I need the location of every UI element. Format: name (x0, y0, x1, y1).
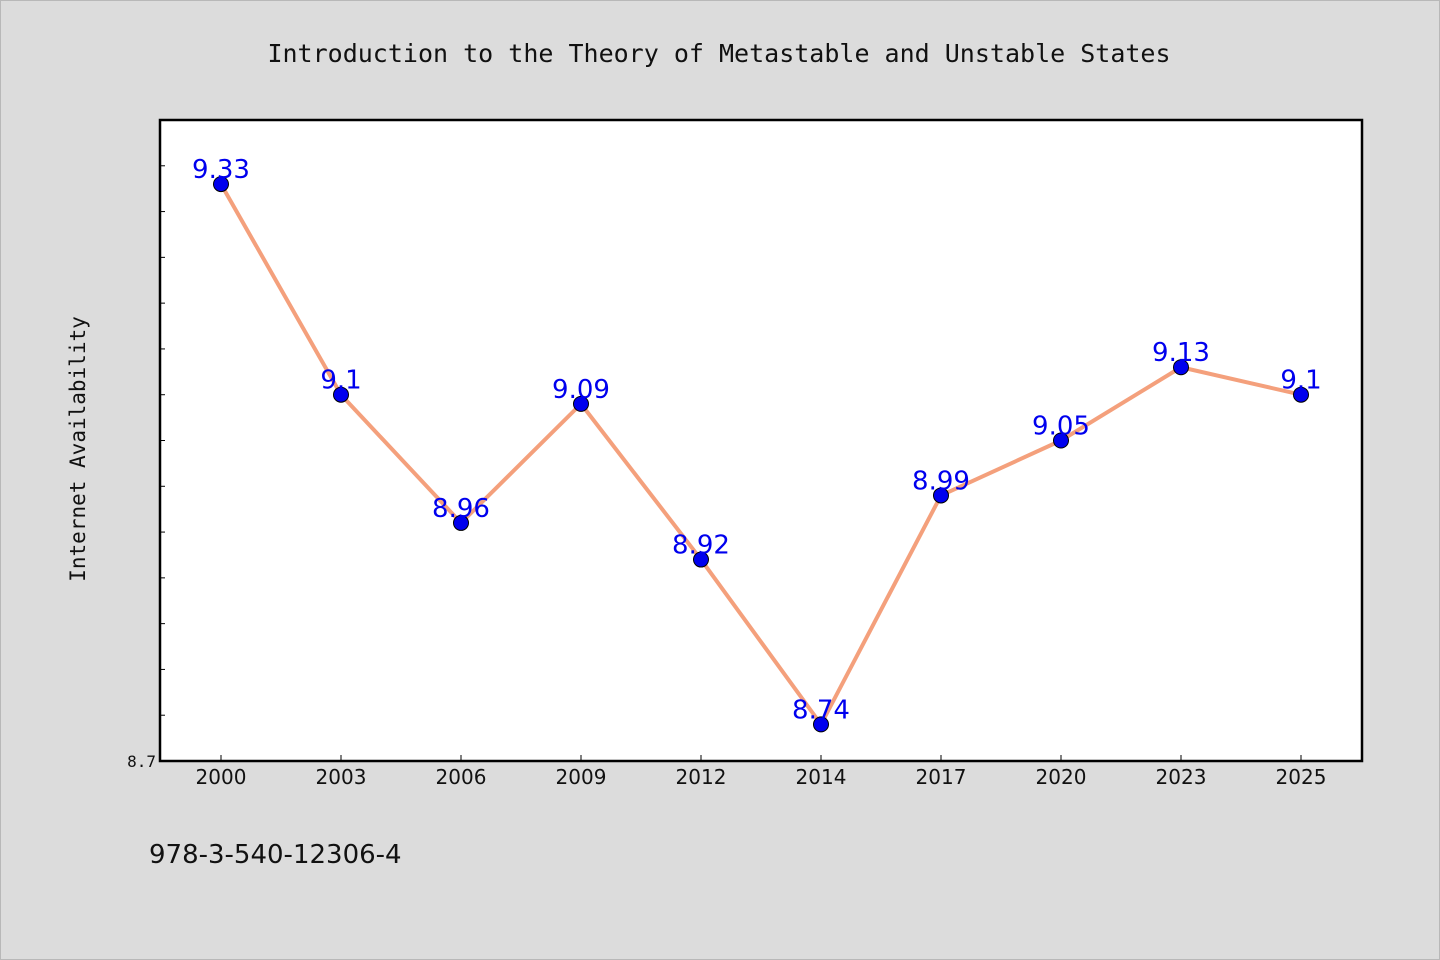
x-tick-label: 2009 (556, 765, 607, 789)
x-axis-ticks: 2000 2003 2006 2009 2012 2014 2017 2020 2023 2025 (196, 755, 1327, 789)
data-label: 9.05 (1032, 412, 1090, 442)
data-point (333, 386, 349, 403)
data-point (1053, 432, 1069, 449)
data-point (453, 514, 469, 531)
x-tick-label: 2023 (1156, 765, 1207, 789)
x-tick-label: 2012 (676, 765, 727, 789)
data-label: 8.74 (792, 695, 850, 725)
x-tick-label: 2020 (1036, 765, 1087, 789)
data-label: 8.96 (432, 494, 490, 524)
series-line (219, 183, 1302, 727)
data-label: 9.33 (192, 155, 250, 185)
x-tick-label: 2003 (316, 765, 367, 789)
data-point (1173, 359, 1189, 376)
plot-area (158, 118, 1364, 763)
data-point (933, 487, 949, 504)
x-tick-label: 2017 (916, 765, 967, 789)
x-tick-label: 2006 (436, 765, 487, 789)
isbn-footer: 978-3-540-12306-4 (149, 840, 402, 870)
y-tick-label: 8.7 (127, 752, 156, 771)
data-point (1293, 386, 1309, 403)
x-tick-label: 2014 (796, 765, 847, 789)
data-label: 9.13 (1152, 338, 1210, 368)
chart-title: Introduction to the Theory of Metastable… (267, 39, 1170, 68)
data-label: 9.09 (552, 375, 610, 405)
data-point (693, 551, 709, 568)
data-point (813, 716, 829, 733)
series-group: 9.33 9.1 8.96 9.09 8.92 8.74 8.99 9.05 9.13 9.1 (192, 155, 1322, 733)
data-label: 9.1 (1280, 366, 1321, 396)
x-tick-label: 2025 (1276, 765, 1327, 789)
data-label: 9.1 (320, 366, 361, 396)
data-label: 8.99 (912, 466, 970, 496)
data-point (573, 395, 589, 412)
data-point (213, 176, 229, 193)
data-label: 8.92 (672, 531, 730, 561)
y-axis-ticks: 8.7 (127, 165, 165, 771)
x-tick-label: 2000 (196, 765, 247, 789)
y-axis-label: Internet Availability (66, 316, 90, 582)
